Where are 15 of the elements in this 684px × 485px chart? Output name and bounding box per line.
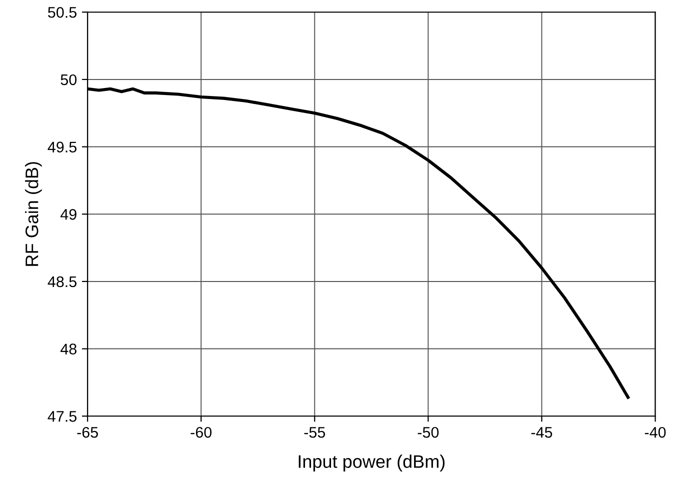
y-tick-label: 50.5 <box>48 6 76 18</box>
y-tick-label: 48 <box>60 344 76 354</box>
x-tick-label: -50 <box>418 426 439 438</box>
y-tick-label: 50 <box>60 74 77 86</box>
x-tick-label: -65 <box>77 426 98 438</box>
y-tick-label: 49 <box>60 208 76 220</box>
y-tick-label: 47.5 <box>48 411 76 422</box>
x-tick-label: -60 <box>190 426 212 438</box>
x-tick-label: -55 <box>304 427 326 438</box>
x-axis-title: Input power (dBm) <box>298 454 445 472</box>
y-axis-title: RF Gain (dB) <box>25 162 42 266</box>
y-tick-label: 49.5 <box>48 142 76 152</box>
y-tick-label: 48.5 <box>48 276 76 288</box>
x-tick-label: -45 <box>531 427 552 438</box>
x-tick-label: -40 <box>644 426 666 438</box>
